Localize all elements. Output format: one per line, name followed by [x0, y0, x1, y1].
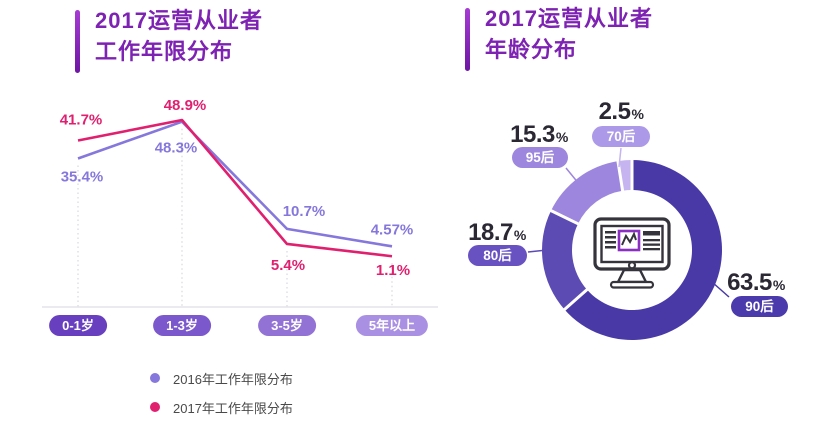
age-title-line2: 年龄分布 — [485, 37, 578, 62]
legend-item-2016: 2016年工作年限分布 — [150, 368, 293, 388]
legend-item-2017: 2017年工作年限分布 — [150, 397, 293, 417]
leader-line-3 — [618, 147, 622, 168]
leader-line-1 — [527, 249, 548, 253]
age-title-line1: 2017运营从业者 — [485, 6, 653, 31]
donut-slice-2 — [551, 161, 623, 224]
point-value-label: 41.7% — [60, 112, 103, 129]
point-value-label: 10.7% — [283, 203, 326, 220]
series-line-2016 — [77, 120, 393, 248]
slice-gap — [562, 287, 590, 312]
point-value-label: 1.1% — [376, 262, 410, 279]
work-years-title-line2: 工作年限分布 — [95, 39, 234, 64]
age-group-pill-3: 70后 — [592, 126, 650, 147]
point-value-label: 4.57% — [371, 221, 414, 238]
legend-dot-2016-icon — [150, 373, 160, 383]
slice-gap — [549, 208, 581, 226]
age-value-label-2: 15.3% — [510, 121, 568, 148]
age-value-label-3: 2.5% — [598, 98, 644, 125]
age-donut-chart — [527, 147, 730, 340]
title-accent-bar — [75, 10, 80, 73]
x-axis-pill-2: 3-5岁 — [258, 315, 316, 336]
chart-legend: 2016年工作年限分布 2017年工作年限分布 — [150, 368, 293, 426]
legend-dot-2017-icon — [150, 402, 160, 412]
x-axis-pill-0: 0-1岁 — [49, 315, 107, 336]
point-value-label: 5.4% — [271, 257, 305, 274]
work-years-title-line1: 2017运营从业者 — [95, 8, 263, 33]
age-title: 2017运营从业者 年龄分布 — [485, 3, 653, 65]
leader-line-2 — [565, 167, 585, 191]
age-group-pill-0: 90后 — [731, 296, 788, 317]
work-years-title: 2017运营从业者 工作年限分布 — [95, 5, 263, 67]
monitor-chart-icon — [593, 217, 671, 289]
donut-slice-0 — [564, 160, 722, 340]
point-value-label: 35.4% — [61, 168, 104, 185]
series-line-2017 — [77, 118, 393, 258]
age-value-label-0: 63.5% — [727, 269, 785, 296]
donut-slice-1 — [542, 210, 587, 310]
point-value-label: 48.9% — [164, 97, 207, 114]
title-accent-bar — [465, 8, 470, 71]
legend-label-2016: 2016年工作年限分布 — [173, 371, 293, 387]
age-group-pill-2: 95后 — [512, 147, 568, 168]
leader-line-0 — [711, 281, 730, 298]
x-axis-pill-3: 5年以上 — [355, 315, 429, 336]
point-value-label: 48.3% — [155, 140, 198, 157]
work-years-line-chart: 35.4% 48.3% 10.7% 4.57% 41.7% 48.9% 5.4% 1.1% — [42, 97, 438, 308]
age-group-pill-1: 80后 — [468, 245, 527, 266]
legend-label-2017: 2017年工作年限分布 — [173, 400, 293, 416]
age-value-label-1: 18.7% — [468, 219, 526, 246]
x-axis-pill-1: 1-3岁 — [153, 315, 211, 336]
